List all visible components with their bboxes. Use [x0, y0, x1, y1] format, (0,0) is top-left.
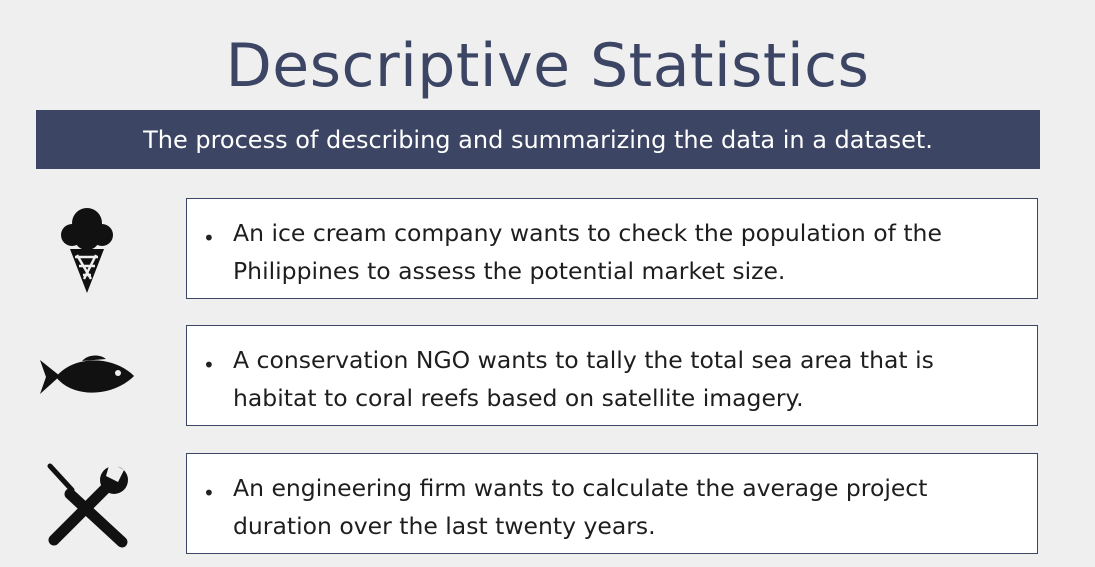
example-text: An ice cream company wants to check the … — [233, 219, 942, 285]
definition-text: The process of describing and summarizin… — [143, 125, 933, 154]
fish-icon — [40, 355, 134, 394]
ice-cream-icon — [61, 208, 113, 293]
slide-title: Descriptive Statistics — [225, 31, 870, 101]
example-text: An engineering firm wants to calculate t… — [233, 474, 928, 540]
bullet: • — [203, 481, 215, 505]
example-card: • A conservation NGO wants to tally the … — [186, 325, 1038, 426]
example-card: • An ice cream company wants to check th… — [186, 198, 1038, 299]
bullet: • — [203, 353, 215, 377]
definition-banner: The process of describing and summarizin… — [36, 110, 1040, 169]
tools-icon — [47, 462, 128, 548]
bullet: • — [203, 226, 215, 250]
example-card: • An engineering firm wants to calculate… — [186, 453, 1038, 554]
example-text: A conservation NGO wants to tally the to… — [233, 346, 934, 412]
